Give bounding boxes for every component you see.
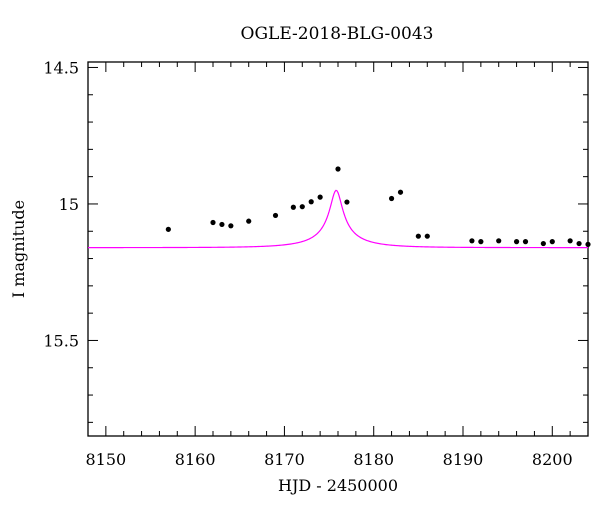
- data-point: [513, 239, 520, 245]
- data-point: [397, 189, 404, 195]
- data-point: [299, 204, 305, 210]
- x-tick-label: 8180: [353, 450, 394, 469]
- data-point: [585, 241, 591, 247]
- y-tick-label: 15.5: [43, 331, 79, 350]
- model-curve: [88, 189, 588, 249]
- data-points-layer: [165, 166, 591, 247]
- data-point: [344, 199, 350, 205]
- data-point: [424, 233, 430, 239]
- data-point: [165, 226, 171, 232]
- data-point: [549, 239, 555, 245]
- data-point: [317, 194, 323, 200]
- data-point: [308, 199, 314, 205]
- chart-title: OGLE-2018-BLG-0043: [241, 24, 434, 44]
- data-point: [576, 240, 582, 247]
- data-point: [567, 238, 573, 244]
- data-point: [496, 238, 502, 244]
- data-point: [335, 166, 341, 172]
- data-point: [478, 239, 484, 245]
- x-tick-label: 8170: [264, 450, 305, 469]
- x-tick-label: 8160: [175, 450, 216, 469]
- data-point: [540, 240, 546, 247]
- data-point: [272, 212, 279, 219]
- axis-ticks: [87, 62, 589, 436]
- data-point: [228, 223, 234, 229]
- x-axis-label: HJD - 2450000: [278, 476, 398, 495]
- x-tick-label: 8190: [443, 450, 484, 469]
- plot-frame: [87, 61, 589, 437]
- data-point: [388, 195, 395, 202]
- data-point: [290, 204, 296, 210]
- data-point: [415, 233, 421, 239]
- data-point: [210, 219, 216, 226]
- x-tick-label: 8150: [85, 450, 126, 469]
- y-tick-label: 14.5: [43, 58, 79, 77]
- tick-labels: 8150 8160 8170 8180 8190 8200 14.5 15 15.5: [43, 58, 572, 469]
- data-point: [219, 221, 225, 228]
- data-point: [469, 238, 475, 244]
- model-curve-layer: [88, 189, 588, 249]
- y-axis-label: I magnitude: [9, 200, 28, 298]
- data-point: [246, 218, 252, 224]
- x-tick-label: 8200: [532, 450, 573, 469]
- y-tick-label: 15: [59, 195, 79, 214]
- data-point: [522, 239, 529, 245]
